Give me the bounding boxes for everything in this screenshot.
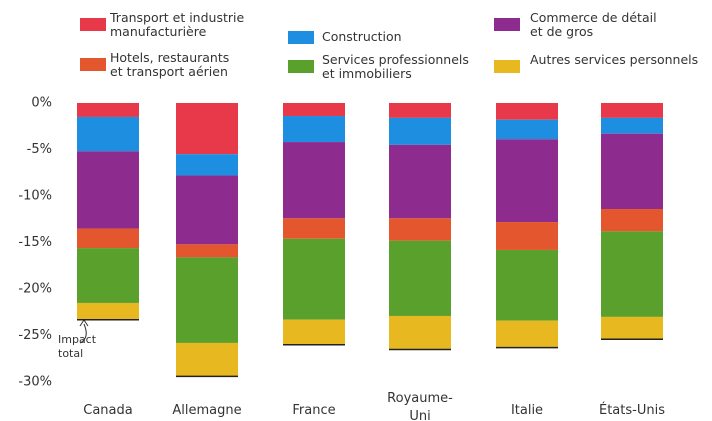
bar-segment xyxy=(389,240,451,316)
bar-segment xyxy=(389,144,451,219)
legend-label: Autres services personnels xyxy=(530,52,698,67)
bar-segment xyxy=(283,103,345,117)
legend-swatch xyxy=(80,18,106,31)
legend-swatch xyxy=(288,31,314,44)
y-tick-label: -10% xyxy=(18,189,52,204)
legend-swatch xyxy=(80,58,106,71)
bar-segment xyxy=(496,103,558,120)
bar-segment xyxy=(601,103,663,118)
bar-segment xyxy=(176,103,238,155)
bar-segment xyxy=(496,222,558,250)
x-tick-label: Royaume-Uni xyxy=(387,391,453,421)
legend-label: Construction xyxy=(322,29,402,44)
bar-segment xyxy=(176,257,238,343)
bar-segment xyxy=(283,142,345,219)
x-tick-label: Canada xyxy=(83,403,132,418)
bar-segment xyxy=(496,249,558,321)
bar-segment xyxy=(176,244,238,258)
bar-segment xyxy=(389,117,451,145)
bar-segment xyxy=(176,342,238,377)
y-tick-label: -5% xyxy=(27,142,52,157)
bar-segment xyxy=(496,119,558,140)
bar-segment xyxy=(283,116,345,143)
y-tick-label: 0% xyxy=(31,96,52,111)
bar-segment xyxy=(389,315,451,350)
x-tick-label: Italie xyxy=(511,403,543,418)
annotation-arrow xyxy=(79,323,87,344)
x-tick-label: Allemagne xyxy=(172,403,241,418)
bar-segment xyxy=(496,139,558,223)
x-tick-label: France xyxy=(292,403,335,418)
bar-segment xyxy=(77,302,139,320)
bar-segment xyxy=(77,103,139,117)
legend-swatch xyxy=(494,18,520,31)
bar-segment xyxy=(601,231,663,317)
y-tick-label: -25% xyxy=(18,328,52,343)
x-tick-label: États-Unis xyxy=(599,402,665,418)
bar-segment xyxy=(496,320,558,348)
bar-segment xyxy=(77,228,139,249)
legend-label: Commerce de détail et de gros xyxy=(530,10,657,39)
bar-segment xyxy=(176,175,238,245)
bar-segment xyxy=(283,319,345,345)
y-tick-label: -30% xyxy=(18,375,52,390)
annotation: Impact total xyxy=(58,333,97,360)
legend-swatch xyxy=(494,60,520,73)
legend-swatch xyxy=(288,60,314,73)
bar-segment xyxy=(389,218,451,241)
bar-segment xyxy=(389,103,451,118)
bar-segment xyxy=(601,316,663,340)
bar-segment xyxy=(77,248,139,303)
legend-label: Hotels, restaurants et transport aérien xyxy=(110,50,229,79)
bar-segment xyxy=(176,154,238,176)
y-tick-label: -15% xyxy=(18,235,52,250)
bar-segment xyxy=(601,117,663,134)
bar-segment xyxy=(77,151,139,229)
bar-segment xyxy=(283,238,345,320)
legend-label: Transport et industrie manufacturière xyxy=(109,10,244,39)
bar-segment xyxy=(601,209,663,232)
bar-segment xyxy=(601,133,663,210)
legend-label: Services professionnels et immobiliers xyxy=(322,52,469,81)
y-tick-label: -20% xyxy=(18,282,52,297)
bar-segment xyxy=(77,116,139,152)
bar-segment xyxy=(283,218,345,239)
